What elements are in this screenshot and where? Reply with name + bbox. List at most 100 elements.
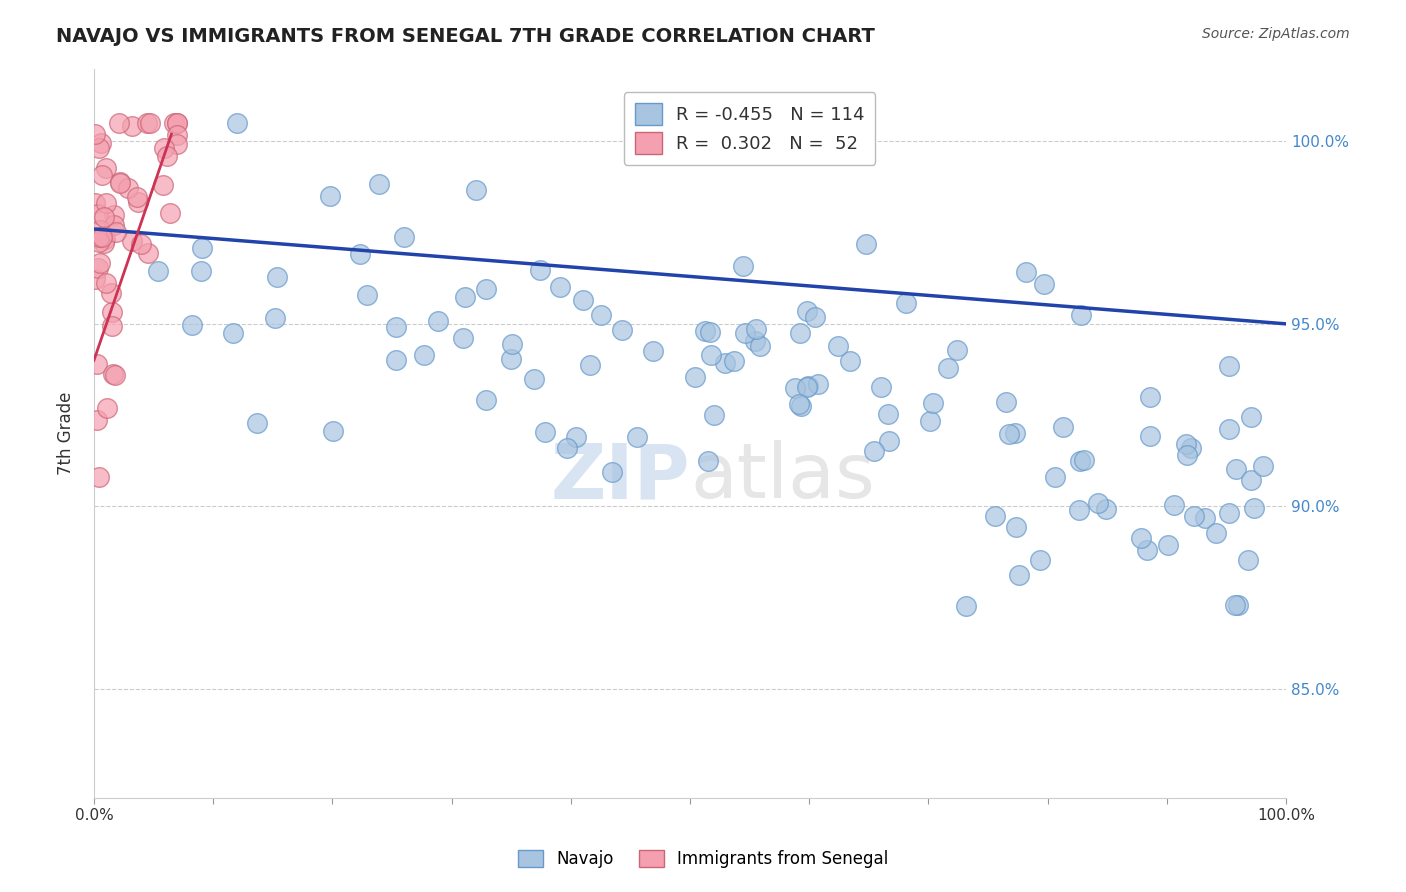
Point	[749, 339, 772, 353]
Point	[91, 169, 114, 183]
Point	[548, 280, 571, 294]
Point	[946, 343, 969, 357]
Point	[1163, 499, 1185, 513]
Point	[127, 194, 149, 209]
Point	[920, 414, 942, 428]
Point	[166, 128, 188, 142]
Point	[166, 116, 188, 130]
Point	[1033, 277, 1056, 291]
Point	[246, 416, 269, 430]
Point	[96, 401, 118, 415]
Point	[683, 369, 706, 384]
Point	[1139, 390, 1161, 404]
Point	[1240, 409, 1263, 424]
Point	[534, 425, 557, 439]
Point	[1157, 538, 1180, 552]
Point	[451, 331, 474, 345]
Text: Source: ZipAtlas.com: Source: ZipAtlas.com	[1202, 27, 1350, 41]
Point	[1253, 459, 1275, 474]
Point	[1130, 532, 1153, 546]
Point	[136, 116, 159, 130]
Point	[697, 453, 720, 467]
Point	[84, 196, 107, 211]
Point	[93, 210, 115, 224]
Point	[1243, 500, 1265, 515]
Point	[643, 344, 665, 359]
Point	[87, 141, 110, 155]
Point	[1073, 452, 1095, 467]
Point	[153, 141, 176, 155]
Point	[1174, 437, 1197, 451]
Point	[94, 276, 117, 290]
Point	[1182, 509, 1205, 524]
Point	[108, 175, 131, 189]
Point	[322, 424, 344, 438]
Point	[571, 293, 593, 307]
Point	[84, 127, 107, 141]
Point	[349, 247, 371, 261]
Point	[702, 408, 724, 422]
Point	[87, 206, 110, 220]
Point	[100, 318, 122, 333]
Point	[453, 289, 475, 303]
Point	[221, 326, 243, 340]
Point	[96, 195, 118, 210]
Point	[87, 235, 110, 249]
Point	[714, 356, 737, 370]
Point	[138, 116, 160, 130]
Point	[1236, 553, 1258, 567]
Point	[392, 229, 415, 244]
Point	[523, 371, 546, 385]
Point	[93, 236, 115, 251]
Point	[89, 255, 111, 269]
Point	[1175, 448, 1198, 462]
Point	[499, 352, 522, 367]
Point	[787, 396, 810, 410]
Point	[117, 181, 139, 195]
Point	[413, 347, 436, 361]
Point	[159, 206, 181, 220]
Point	[1136, 542, 1159, 557]
Point	[121, 234, 143, 248]
Point	[385, 320, 408, 334]
Point	[152, 178, 174, 192]
Point	[863, 443, 886, 458]
Point	[104, 368, 127, 383]
Point	[86, 413, 108, 427]
Point	[100, 285, 122, 300]
Point	[1205, 526, 1227, 541]
Point	[96, 161, 118, 175]
Point	[125, 189, 148, 203]
Point	[181, 318, 204, 332]
Point	[731, 260, 754, 274]
Point	[108, 176, 131, 190]
Point	[121, 119, 143, 133]
Point	[1240, 473, 1263, 487]
Point	[264, 310, 287, 325]
Point	[921, 396, 943, 410]
Point	[1008, 567, 1031, 582]
Point	[475, 282, 498, 296]
Point	[790, 399, 813, 413]
Point	[610, 323, 633, 337]
Point	[87, 260, 110, 275]
Point	[565, 430, 588, 444]
Point	[225, 116, 247, 130]
Point	[104, 226, 127, 240]
Point	[148, 264, 170, 278]
Point	[936, 361, 959, 376]
Point	[136, 245, 159, 260]
Point	[1067, 503, 1090, 517]
Point	[1069, 453, 1091, 467]
Point	[804, 310, 827, 324]
Point	[90, 230, 112, 244]
Point	[474, 392, 496, 407]
Point	[894, 296, 917, 310]
Point	[1180, 442, 1202, 456]
Point	[1070, 308, 1092, 322]
Point	[744, 334, 766, 348]
Point	[879, 434, 901, 449]
Point	[156, 149, 179, 163]
Point	[1139, 429, 1161, 443]
Legend: R = -0.455   N = 114, R =  0.302   N =  52: R = -0.455 N = 114, R = 0.302 N = 52	[624, 92, 876, 165]
